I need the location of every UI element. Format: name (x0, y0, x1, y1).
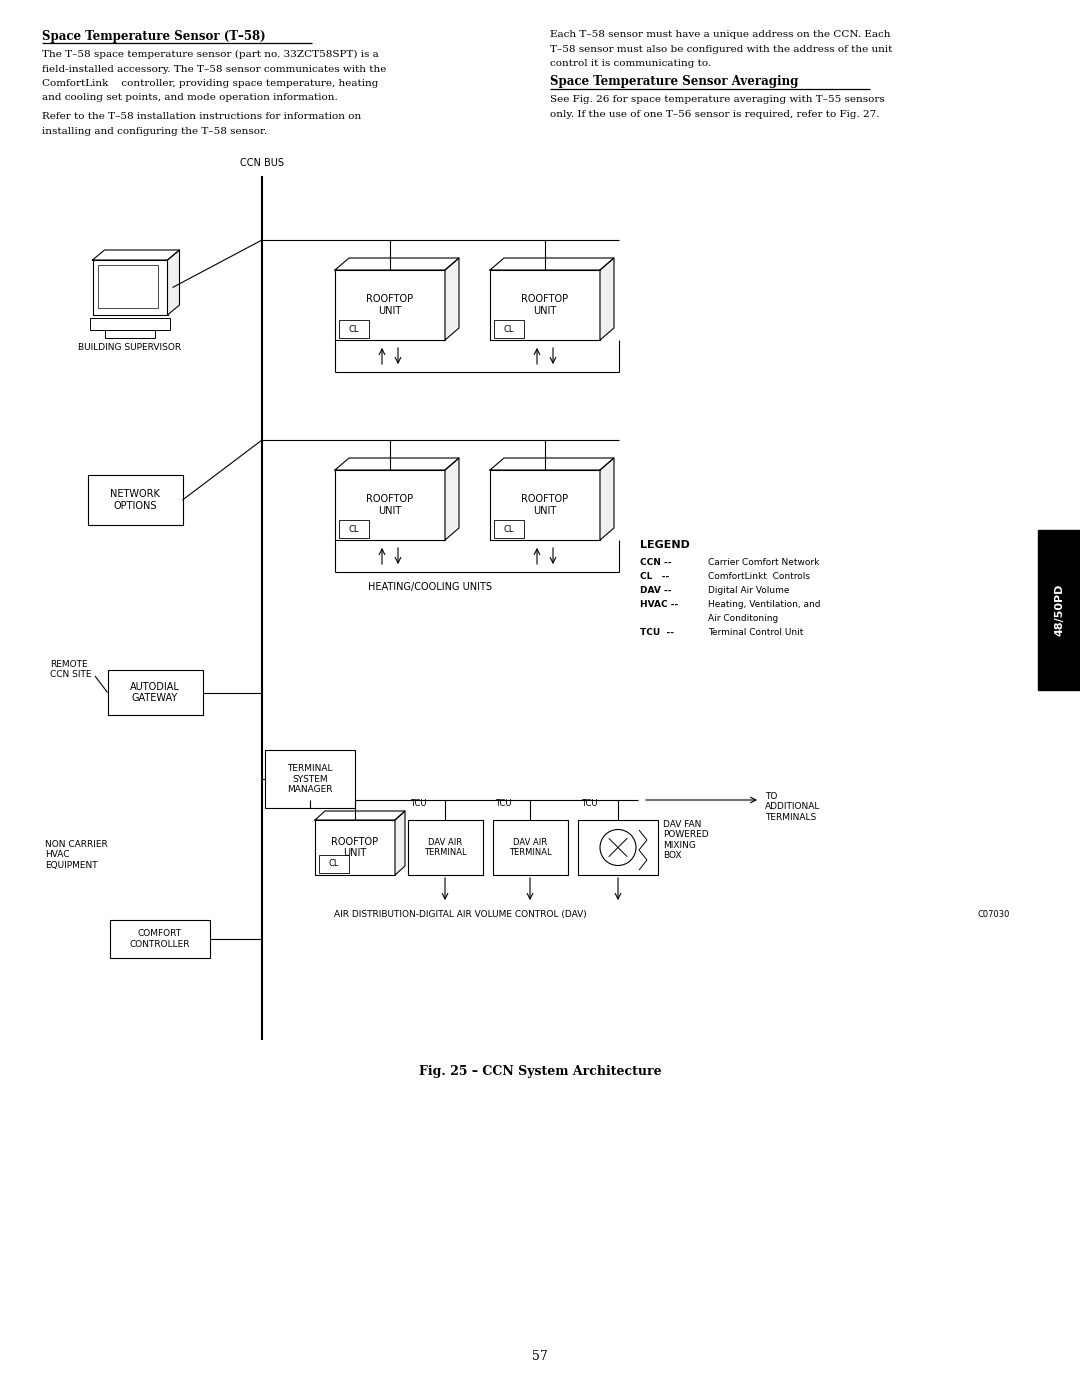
Text: Carrier Comfort Network: Carrier Comfort Network (708, 557, 820, 567)
Text: TERMINAL
SYSTEM
MANAGER: TERMINAL SYSTEM MANAGER (287, 764, 333, 793)
Bar (335, 469, 445, 541)
Text: CL: CL (328, 859, 339, 869)
Polygon shape (315, 812, 405, 820)
Bar (578, 820, 658, 875)
Polygon shape (490, 258, 615, 270)
Text: ROOFTOP
UNIT: ROOFTOP UNIT (522, 495, 568, 515)
Text: LEGEND: LEGEND (640, 541, 690, 550)
Text: control it is communicating to.: control it is communicating to. (550, 59, 712, 68)
Bar (108, 671, 203, 715)
Text: DAV FAN
POWERED
MIXING
BOX: DAV FAN POWERED MIXING BOX (663, 820, 708, 861)
Text: ComfortLink    controller, providing space temperature, heating: ComfortLink controller, providing space … (42, 80, 378, 88)
Text: NETWORK
OPTIONS: NETWORK OPTIONS (110, 489, 160, 511)
Bar (93, 260, 167, 314)
Bar (1038, 529, 1080, 690)
Polygon shape (335, 258, 459, 270)
Polygon shape (395, 812, 405, 875)
Polygon shape (490, 458, 615, 469)
Text: CL: CL (503, 324, 514, 334)
Polygon shape (167, 250, 179, 314)
Text: ROOFTOP
UNIT: ROOFTOP UNIT (332, 837, 379, 858)
Text: CL   --: CL -- (640, 571, 670, 581)
Text: TCU: TCU (496, 799, 512, 807)
Bar (492, 820, 567, 875)
Bar (339, 320, 369, 338)
Polygon shape (600, 258, 615, 339)
Bar (339, 520, 369, 538)
Text: TCU: TCU (581, 799, 597, 807)
Text: NON CARRIER
HVAC
EQUIPMENT: NON CARRIER HVAC EQUIPMENT (45, 840, 108, 870)
Bar (87, 475, 183, 525)
Text: HEATING/COOLING UNITS: HEATING/COOLING UNITS (368, 583, 492, 592)
Text: only. If the use of one T–56 sensor is required, refer to Fig. 27.: only. If the use of one T–56 sensor is r… (550, 110, 879, 119)
Text: CL: CL (349, 324, 360, 334)
Bar (90, 319, 170, 330)
Bar (315, 820, 395, 875)
Text: CCN --: CCN -- (640, 557, 672, 567)
Bar (494, 520, 524, 538)
Polygon shape (600, 458, 615, 541)
Text: COMFORT
CONTROLLER: COMFORT CONTROLLER (130, 929, 190, 949)
Text: ROOFTOP
UNIT: ROOFTOP UNIT (366, 495, 414, 515)
Text: 48/50PD: 48/50PD (1054, 584, 1064, 636)
Text: 57: 57 (532, 1350, 548, 1363)
Bar (97, 265, 158, 307)
Bar (110, 921, 210, 958)
Text: DAV AIR
TERMINAL: DAV AIR TERMINAL (423, 838, 467, 858)
Text: See Fig. 26 for space temperature averaging with T–55 sensors: See Fig. 26 for space temperature averag… (550, 95, 885, 105)
Text: C07030: C07030 (977, 909, 1010, 919)
Text: TCU: TCU (410, 799, 427, 807)
Text: CL: CL (503, 524, 514, 534)
Text: CL: CL (349, 524, 360, 534)
Text: REMOTE
CCN SITE: REMOTE CCN SITE (50, 659, 92, 679)
Text: The T–58 space temperature sensor (part no. 33ZCT58SPT) is a: The T–58 space temperature sensor (part … (42, 50, 379, 59)
Text: DAV AIR
TERMINAL: DAV AIR TERMINAL (509, 838, 551, 858)
Text: ROOFTOP
UNIT: ROOFTOP UNIT (522, 295, 568, 316)
Polygon shape (445, 258, 459, 339)
Text: HVAC --: HVAC -- (640, 599, 678, 609)
Bar (407, 820, 483, 875)
Text: and cooling set points, and mode operation information.: and cooling set points, and mode operati… (42, 94, 338, 102)
Text: Refer to the T–58 installation instructions for information on: Refer to the T–58 installation instructi… (42, 112, 361, 122)
Text: AUTODIAL
GATEWAY: AUTODIAL GATEWAY (130, 682, 180, 703)
Polygon shape (335, 458, 459, 469)
Bar (490, 469, 600, 541)
Text: Terminal Control Unit: Terminal Control Unit (708, 629, 804, 637)
Bar (335, 270, 445, 339)
Text: Fig. 25 – CCN System Architecture: Fig. 25 – CCN System Architecture (419, 1065, 661, 1078)
Text: ComfortLinkt  Controls: ComfortLinkt Controls (708, 571, 810, 581)
Bar (265, 750, 355, 807)
Text: Air Conditoning: Air Conditoning (708, 615, 779, 623)
Bar (494, 320, 524, 338)
Text: DAV --: DAV -- (640, 585, 672, 595)
Text: Space Temperature Sensor (T–58): Space Temperature Sensor (T–58) (42, 29, 266, 43)
Bar (490, 270, 600, 339)
Polygon shape (93, 250, 179, 260)
Bar (105, 330, 156, 338)
Text: Heating, Ventilation, and: Heating, Ventilation, and (708, 599, 821, 609)
Text: field-installed accessory. The T–58 sensor communicates with the: field-installed accessory. The T–58 sens… (42, 64, 387, 74)
Text: Space Temperature Sensor Averaging: Space Temperature Sensor Averaging (550, 75, 798, 88)
Polygon shape (445, 458, 459, 541)
Text: ROOFTOP
UNIT: ROOFTOP UNIT (366, 295, 414, 316)
Text: CCN BUS: CCN BUS (240, 158, 284, 168)
Text: BUILDING SUPERVISOR: BUILDING SUPERVISOR (79, 344, 181, 352)
Text: T–58 sensor must also be configured with the address of the unit: T–58 sensor must also be configured with… (550, 45, 892, 53)
Text: Digital Air Volume: Digital Air Volume (708, 585, 789, 595)
Text: TO
ADDITIONAL
TERMINALS: TO ADDITIONAL TERMINALS (765, 792, 821, 821)
Text: installing and configuring the T–58 sensor.: installing and configuring the T–58 sens… (42, 127, 267, 136)
Bar (319, 855, 349, 873)
Text: AIR DISTRIBUTION-DIGITAL AIR VOLUME CONTROL (DAV): AIR DISTRIBUTION-DIGITAL AIR VOLUME CONT… (334, 909, 586, 919)
Text: Each T–58 sensor must have a unique address on the CCN. Each: Each T–58 sensor must have a unique addr… (550, 29, 891, 39)
Text: TCU  --: TCU -- (640, 629, 674, 637)
